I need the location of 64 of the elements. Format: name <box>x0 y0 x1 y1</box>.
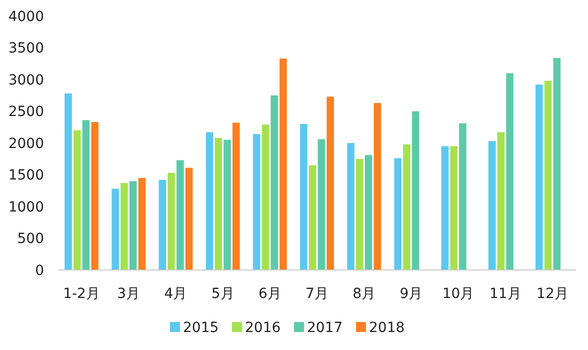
bar <box>176 160 184 270</box>
bar <box>64 93 72 270</box>
bar <box>158 180 166 270</box>
bar <box>488 141 496 270</box>
legend-label: 2017 <box>307 320 343 336</box>
bar <box>206 132 214 270</box>
bar <box>506 73 514 270</box>
bar <box>441 146 449 270</box>
bar <box>120 183 128 270</box>
bar <box>232 122 240 270</box>
bar <box>536 84 543 270</box>
y-tick-label: 2500 <box>8 104 44 120</box>
bar <box>300 124 308 270</box>
bar <box>374 102 382 270</box>
y-tick-label: 0 <box>35 262 44 279</box>
bar <box>280 58 287 270</box>
legend-label: 2016 <box>245 320 281 336</box>
bar <box>138 178 146 270</box>
x-tick-label: 7月 <box>306 286 328 302</box>
y-tick-label: 1500 <box>8 168 44 184</box>
bar <box>262 124 270 270</box>
x-tick-label: 11月 <box>489 286 522 302</box>
bar <box>553 58 561 270</box>
y-tick-label: 2000 <box>8 136 44 152</box>
bar <box>403 144 410 270</box>
x-tick-label: 6月 <box>258 286 282 302</box>
bar <box>91 122 98 270</box>
bar <box>185 168 193 270</box>
bar <box>129 181 137 270</box>
x-tick-label: 4月 <box>164 286 188 302</box>
y-tick-label: 4000 <box>8 8 44 25</box>
bar <box>214 138 222 270</box>
x-tick-label: 8月 <box>352 286 376 302</box>
legend-label: 2015 <box>183 320 219 336</box>
x-tick-label: 9月 <box>400 286 423 302</box>
bar <box>394 158 402 270</box>
bar <box>347 143 354 270</box>
bar <box>270 95 278 270</box>
bar <box>252 134 260 270</box>
y-tick-label: 500 <box>17 231 44 248</box>
x-tick-label: 3月 <box>117 286 140 302</box>
bar <box>459 123 466 270</box>
bar <box>224 140 231 270</box>
bar <box>318 139 326 270</box>
x-tick-label: 5月 <box>211 286 234 302</box>
bar <box>364 155 372 270</box>
bar <box>112 188 119 270</box>
bar <box>168 172 175 270</box>
bar <box>450 146 458 270</box>
x-tick-label: 12月 <box>536 286 568 302</box>
y-tick-label: 3000 <box>8 72 44 88</box>
bar <box>82 120 90 270</box>
bar <box>497 132 505 270</box>
bar <box>544 80 552 270</box>
x-tick-label: 1-2月 <box>63 286 100 302</box>
legend-label: 2018 <box>369 320 405 336</box>
y-tick-label: 3500 <box>8 40 44 57</box>
bar <box>73 130 81 270</box>
bar <box>326 96 334 270</box>
y-tick-label: 1000 <box>8 199 44 216</box>
bar <box>356 158 364 270</box>
x-tick-label: 10月 <box>442 286 474 302</box>
bar <box>308 165 316 270</box>
bar <box>412 111 420 270</box>
